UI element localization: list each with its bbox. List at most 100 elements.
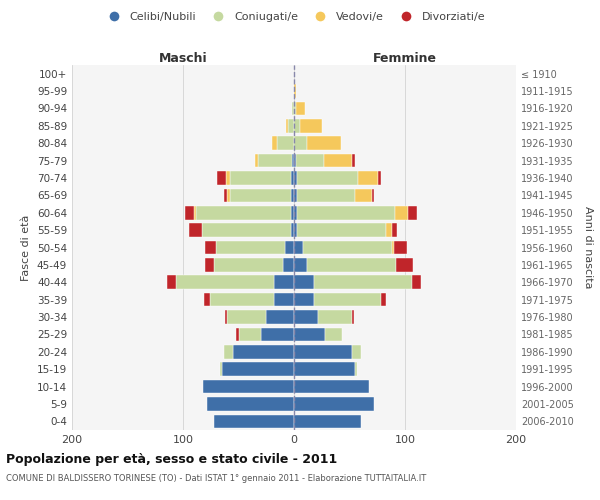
Text: Maschi: Maschi — [158, 52, 208, 65]
Bar — [294, 328, 325, 341]
Bar — [409, 206, 417, 220]
Bar — [185, 206, 194, 220]
Bar — [292, 154, 294, 168]
Bar — [294, 171, 298, 185]
Bar — [319, 310, 352, 324]
Bar — [290, 224, 294, 237]
Bar — [225, 310, 227, 324]
Bar — [355, 362, 357, 376]
Bar — [352, 345, 361, 358]
Bar — [394, 240, 407, 254]
Bar — [214, 258, 283, 272]
Bar — [294, 380, 370, 394]
Bar — [290, 171, 294, 185]
Bar — [205, 258, 214, 272]
Bar — [372, 188, 374, 202]
Bar — [204, 293, 209, 306]
Bar — [412, 276, 421, 289]
Bar — [358, 171, 379, 185]
Bar — [392, 240, 394, 254]
Text: COMUNE DI BALDISSERO TORINESE (TO) - Dati ISTAT 1° gennaio 2011 - Elaborazione T: COMUNE DI BALDISSERO TORINESE (TO) - Dat… — [6, 474, 426, 483]
Bar — [314, 293, 380, 306]
Bar — [285, 240, 294, 254]
Bar — [294, 397, 374, 410]
Text: Femmine: Femmine — [373, 52, 437, 65]
Bar — [294, 362, 355, 376]
Bar — [395, 206, 409, 220]
Bar — [294, 102, 296, 115]
Bar — [303, 240, 392, 254]
Bar — [294, 293, 314, 306]
Bar — [230, 171, 290, 185]
Bar — [260, 328, 294, 341]
Bar — [224, 345, 233, 358]
Bar — [355, 188, 372, 202]
Bar — [294, 154, 296, 168]
Bar — [208, 397, 294, 410]
Bar — [392, 224, 397, 237]
Bar — [266, 310, 294, 324]
Y-axis label: Anni di nascita: Anni di nascita — [583, 206, 593, 289]
Bar — [299, 119, 322, 132]
Bar — [227, 188, 230, 202]
Bar — [298, 171, 358, 185]
Bar — [294, 206, 298, 220]
Bar — [222, 362, 294, 376]
Bar — [352, 310, 354, 324]
Bar — [296, 102, 305, 115]
Legend: Celibi/Nubili, Coniugati/e, Vedovi/e, Divorziati/e: Celibi/Nubili, Coniugati/e, Vedovi/e, Di… — [103, 12, 485, 22]
Bar — [259, 154, 292, 168]
Bar — [255, 154, 259, 168]
Bar — [294, 84, 296, 98]
Bar — [298, 188, 355, 202]
Bar — [196, 206, 290, 220]
Y-axis label: Fasce di età: Fasce di età — [22, 214, 31, 280]
Bar — [296, 154, 324, 168]
Bar — [203, 380, 294, 394]
Bar — [294, 345, 352, 358]
Bar — [290, 206, 294, 220]
Bar — [290, 188, 294, 202]
Bar — [277, 136, 294, 150]
Bar — [324, 154, 352, 168]
Bar — [380, 293, 386, 306]
Bar — [224, 188, 227, 202]
Bar — [294, 224, 298, 237]
Bar — [292, 102, 294, 115]
Bar — [386, 224, 392, 237]
Bar — [214, 414, 294, 428]
Bar — [314, 276, 412, 289]
Bar — [217, 240, 285, 254]
Bar — [352, 154, 355, 168]
Bar — [233, 345, 294, 358]
Bar — [167, 276, 176, 289]
Bar — [176, 276, 274, 289]
Bar — [379, 171, 380, 185]
Bar — [298, 224, 386, 237]
Bar — [220, 362, 222, 376]
Text: Popolazione per età, sesso e stato civile - 2011: Popolazione per età, sesso e stato civil… — [6, 452, 337, 466]
Bar — [188, 224, 202, 237]
Bar — [217, 171, 226, 185]
Bar — [283, 258, 294, 272]
Bar — [274, 293, 294, 306]
Bar — [294, 136, 307, 150]
Bar — [209, 293, 274, 306]
Bar — [325, 328, 342, 341]
Bar — [205, 240, 217, 254]
Bar — [294, 240, 303, 254]
Bar — [202, 224, 290, 237]
Bar — [227, 310, 266, 324]
Bar — [294, 119, 299, 132]
Bar — [294, 276, 314, 289]
Bar — [274, 276, 294, 289]
Bar — [298, 206, 395, 220]
Bar — [307, 258, 396, 272]
Bar — [230, 188, 290, 202]
Bar — [289, 119, 294, 132]
Bar — [294, 188, 298, 202]
Bar — [294, 414, 361, 428]
Bar — [396, 258, 413, 272]
Bar — [194, 206, 196, 220]
Bar — [307, 136, 341, 150]
